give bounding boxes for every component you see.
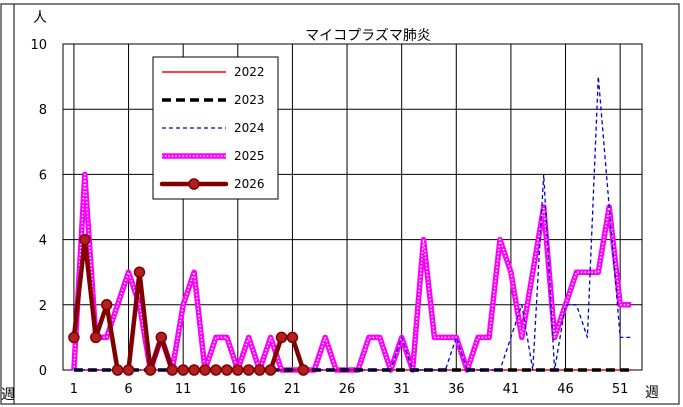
legend-box — [152, 56, 279, 200]
y-tick-label: 10 — [30, 38, 47, 53]
x-tick-label: 1 — [70, 382, 78, 397]
outer-frame — [13, 3, 680, 405]
legend-marker-2026 — [188, 178, 200, 190]
legend-label-2025: 2025 — [234, 149, 265, 163]
series-point-2026 — [68, 331, 80, 344]
y-tick-label: 0 — [39, 364, 47, 379]
x-tick-label: 36 — [448, 382, 465, 397]
x-tick-label: 11 — [175, 382, 192, 397]
y-axis-unit: 人 — [33, 10, 47, 26]
series-point-2026 — [111, 364, 124, 376]
chart-title: マイコプラズマ肺炎 — [305, 28, 431, 44]
series-point-2026 — [155, 331, 168, 344]
legend-label-2022: 2022 — [234, 65, 265, 79]
series-point-2026 — [79, 233, 91, 246]
series-point-2026 — [275, 331, 288, 344]
x-tick-label: 31 — [393, 382, 410, 397]
series-point-2026 — [90, 331, 102, 344]
series-layer — [68, 75, 632, 376]
series-point-2026 — [133, 266, 146, 278]
x-tick-label: 26 — [339, 382, 356, 397]
series-point-2026 — [242, 364, 255, 376]
x-tick-label: 6 — [124, 382, 132, 397]
legend-label-2024: 2024 — [234, 121, 265, 135]
y-tick-label: 4 — [39, 234, 47, 249]
x-axis-ticks: 1 6 11 16 21 26 31 36 41 46 51 — [70, 382, 629, 397]
series-point-2026 — [264, 364, 277, 376]
y-axis-ticks: 0 2 4 6 8 10 — [30, 38, 47, 379]
y-tick-label: 2 — [39, 299, 47, 314]
legend: 2022 2023 2024 2025 2026 — [152, 56, 279, 200]
x-tick-label: 46 — [557, 382, 574, 397]
series-point-2026 — [100, 299, 113, 311]
series-point-2026 — [210, 364, 222, 376]
series-point-2026 — [166, 364, 178, 376]
series-point-2026 — [188, 364, 200, 376]
series-point-2026 — [286, 331, 299, 344]
x-tick-label: 21 — [284, 382, 301, 397]
y-tick-label: 6 — [39, 168, 47, 183]
x-tick-label: 16 — [230, 382, 247, 397]
series-point-2026 — [122, 364, 135, 376]
left-strip-frame — [0, 3, 15, 405]
x-axis-unit: 週 — [645, 385, 659, 401]
series-point-2026 — [221, 364, 233, 376]
legend-label-2026: 2026 — [234, 177, 265, 191]
series-point-2026 — [232, 364, 244, 376]
x-tick-label: 41 — [503, 382, 520, 397]
series-point-2026 — [199, 364, 211, 376]
series-point-2026 — [297, 364, 310, 376]
series-point-2026 — [253, 364, 266, 376]
legend-label-2023: 2023 — [234, 93, 265, 107]
series-point-2026 — [177, 364, 189, 376]
y-tick-label: 8 — [39, 103, 47, 118]
x-tick-label: 51 — [612, 382, 629, 397]
left-edge-label: 週 — [1, 387, 15, 403]
series-point-2026 — [144, 364, 157, 376]
